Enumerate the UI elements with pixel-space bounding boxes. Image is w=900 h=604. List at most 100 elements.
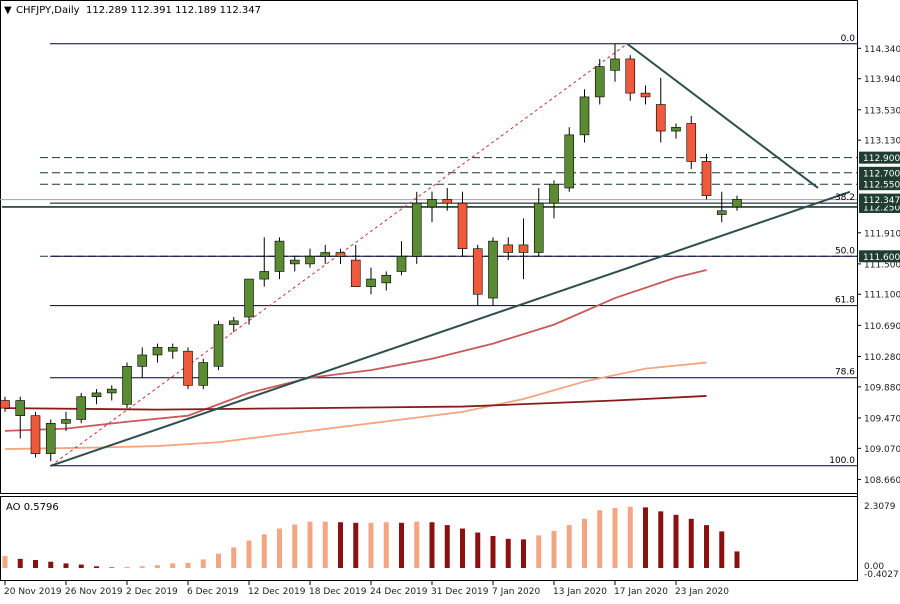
time-axis-ticks: 20 Nov 2019 26 Nov 2019 2 Dec 2019 6 Dec 20… [4,581,729,597]
ao-bar [200,559,206,568]
bearish-candle [640,92,651,98]
ao-bar [643,507,648,568]
main-plot-frame [0,0,858,494]
ao-bar [155,565,160,568]
level-price-box [859,166,900,179]
ao-bar [612,507,618,568]
bearish-candle [686,123,697,162]
ao-bar [33,559,38,568]
y-tick-label: 114.340 [864,45,900,55]
trendlines [50,42,851,467]
level-price-label: 112.250 [863,203,900,213]
bullish-candle [381,274,392,284]
ao-bar [383,522,389,568]
moving-averages [4,269,707,450]
bearish-candle [655,104,666,132]
level-price-label: 111.600 [863,253,900,263]
ao-bar [124,566,130,568]
ao-bar [246,540,252,568]
bullish-candle [320,252,331,257]
ma-slow-line [4,395,707,411]
x-tick-label: 7 Jan 2020 [492,587,540,597]
ao-tick-label: -0.4027 [864,570,899,580]
y-tick-label: 113.940 [864,75,900,85]
x-tick-label: 12 Dec 2019 [248,587,306,597]
bullish-candle [45,422,56,454]
fib-anchor-line [50,43,628,467]
fib-label: 0.0 [841,34,856,44]
ao-bar [688,518,694,568]
y-tick-label: 109.470 [864,414,900,424]
y-tick-label: 108.660 [864,476,900,486]
y-tick-label: 113.530 [864,106,900,116]
level-price-label: 112.900 [863,154,900,164]
bullish-candle [244,278,254,318]
y-tick-label: 111.910 [864,229,900,239]
bearish-candle [335,252,346,257]
ao-bar [475,532,481,568]
x-tick-label: 24 Dec 2019 [370,587,428,597]
ao-bar [704,525,709,568]
rising-trendline [50,190,851,467]
candles [0,43,742,462]
ao-bar [734,551,740,568]
ao-bar [521,539,526,568]
bullish-candle [610,58,620,71]
x-tick-label: 6 Dec 2019 [187,587,239,597]
bullish-candle [274,240,285,272]
ao-bar [277,528,282,568]
bullish-candle [213,324,224,367]
bullish-candle [488,240,498,299]
ao-label: AO 0.5796 [6,502,59,513]
bearish-candle [701,161,712,196]
ao-bar [139,566,145,568]
y-tick-label: 113.130 [864,137,900,147]
ao-bar [429,522,435,568]
level-price-boxes: 112.900 112.700 112.550 112.250 111.600 112.3… [859,151,900,263]
ao-bar [307,521,313,568]
ao-bar [63,563,69,568]
ao-bar [368,522,374,568]
bullish-candle [579,96,590,136]
ao-bar [170,563,176,568]
bullish-candle [289,259,300,265]
level-price-label: 112.700 [863,169,900,179]
bearish-candle [625,58,636,94]
ao-bar [719,531,725,568]
bullish-candle [106,388,117,394]
bullish-candle [366,278,376,287]
current-price-label: 112.347 [863,196,900,206]
fib-label: 50.0 [835,246,855,256]
y-tick-label: 111.500 [864,260,900,270]
x-tick-label: 2 Dec 2019 [126,587,178,597]
ao-bar [338,522,343,568]
symbol-menu-icon[interactable]: ▼ [4,5,12,16]
fibonacci-labels: 0.0 38.2 50.0 61.8 78.6 100.0 [829,34,855,466]
ao-bar [627,506,633,568]
bullish-candle [122,366,132,405]
ao-bar [78,564,84,568]
ao-bar [566,525,572,568]
y-tick-label: 111.100 [864,291,900,301]
bearish-candle [350,259,361,287]
ohlc-values: 112.289 112.391 112.189 112.347 [86,5,261,16]
ma-fast-line [4,361,707,450]
bearish-candle [30,415,41,454]
level-price-label: 112.550 [863,181,900,191]
x-tick-label: 18 Dec 2019 [309,587,367,597]
bullish-candle [15,400,26,416]
ao-bar [444,525,450,568]
ao-bar [353,522,359,568]
ao-bar [322,521,328,568]
bullish-candle [564,134,575,189]
x-tick-label: 20 Nov 2019 [4,587,62,597]
ao-bar [216,553,221,568]
bullish-candle [91,392,102,398]
ao-bar [2,555,8,568]
level-price-box [859,178,900,191]
ao-bar [490,535,496,568]
x-tick-label: 26 Nov 2019 [65,587,123,597]
y-tick-label: 109.880 [864,383,900,393]
